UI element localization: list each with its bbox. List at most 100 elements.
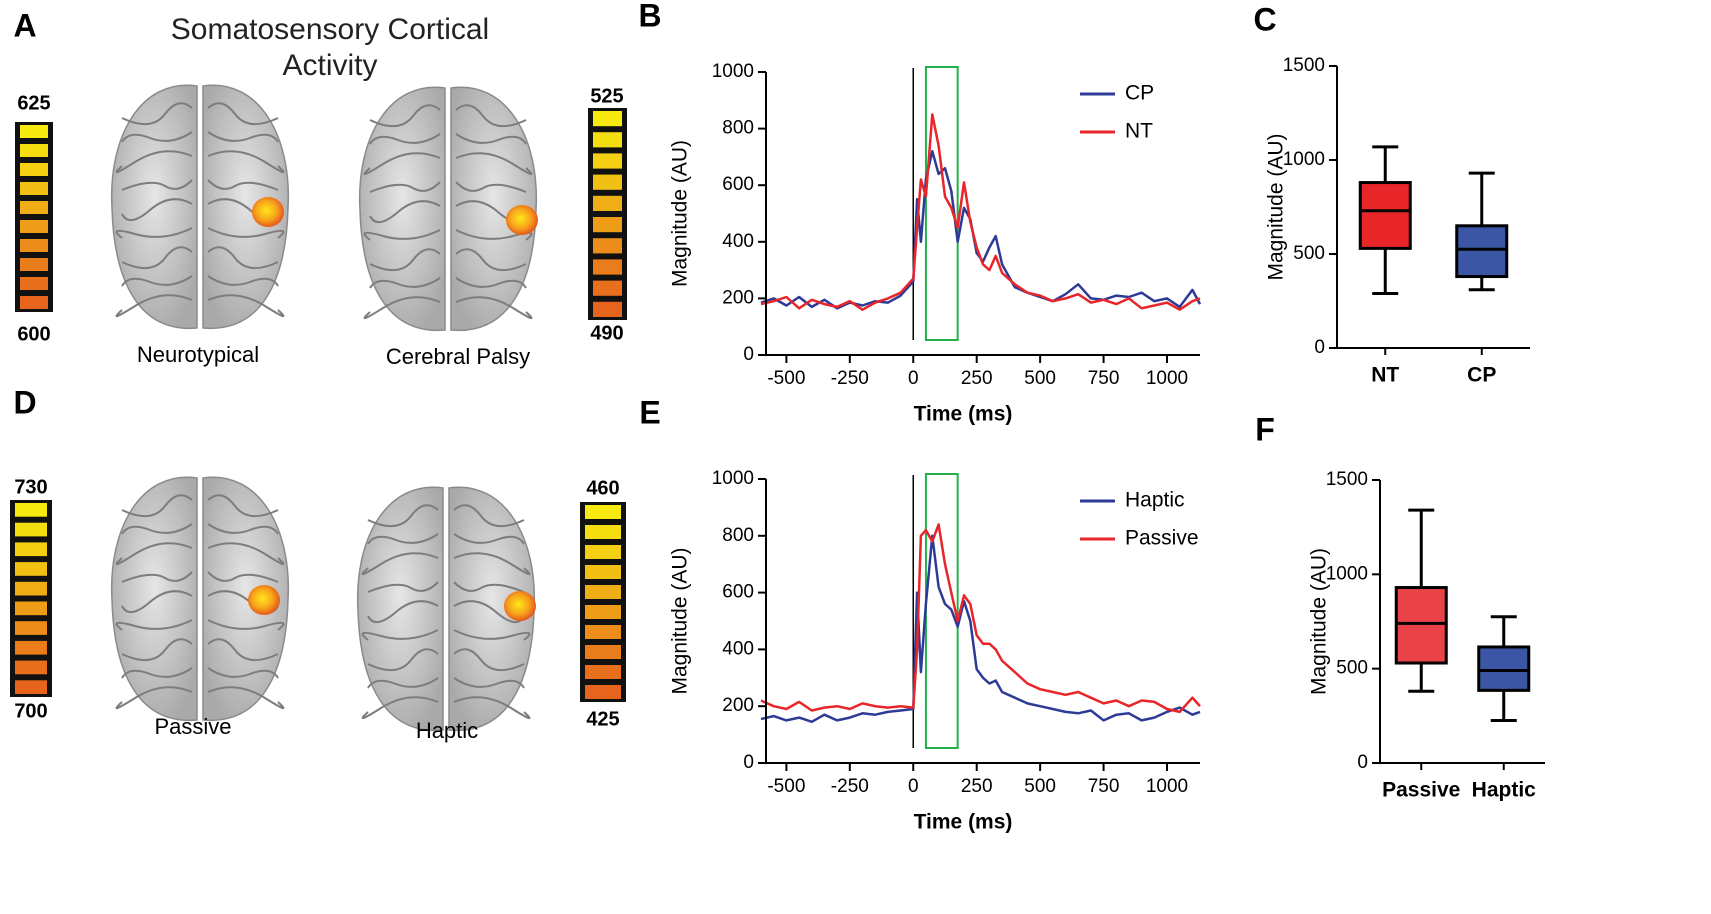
brain-image [110, 84, 290, 329]
colorbar-segment [593, 132, 622, 148]
y-tick-label: 1000 [1283, 149, 1325, 170]
gyrus [453, 552, 531, 575]
colorbar-segment [585, 545, 621, 559]
y-tick-label: 400 [722, 231, 754, 252]
activation-spot [504, 591, 536, 621]
colorbar-segment [15, 581, 47, 596]
gyrus [207, 686, 285, 709]
y-tick-label: 1000 [1326, 563, 1368, 584]
gyrus [363, 229, 441, 241]
colorbar-segment [15, 660, 47, 675]
y-tick-label: 400 [722, 638, 754, 659]
y-tick-label: 0 [1314, 337, 1325, 358]
x-tick-label: CP [1467, 364, 1496, 387]
box [1477, 645, 1531, 692]
gyrus [121, 275, 193, 287]
gyrus [455, 248, 527, 271]
x-tick-label: -500 [767, 368, 805, 389]
gyrus [121, 667, 193, 679]
y-tick-label: 1000 [712, 61, 754, 82]
colorbar-segment [593, 280, 622, 296]
gyrus [207, 294, 285, 317]
gyrus [115, 542, 193, 565]
x-tick-label: 500 [1024, 368, 1056, 389]
activation-spot [252, 197, 284, 227]
gyrus [363, 296, 441, 319]
panel-label: B [638, 0, 661, 33]
gyrus [455, 104, 527, 127]
panel-label: A [13, 7, 36, 43]
gyrus [121, 179, 193, 191]
colorbar-max: 730 [14, 476, 47, 498]
colorbar-segment [585, 505, 621, 519]
y-tick-label: 600 [722, 582, 754, 603]
y-tick-label: 500 [1293, 243, 1325, 264]
panel-label: C [1253, 1, 1276, 37]
x-tick-label: 250 [961, 368, 993, 389]
x-tick-label: -250 [831, 368, 869, 389]
analysis-window [924, 66, 959, 341]
x-tick-label: 1000 [1146, 776, 1188, 797]
gyrus [453, 600, 525, 623]
legend-label: Passive [1125, 527, 1199, 550]
legend-label: NT [1125, 120, 1153, 143]
gyrus [207, 227, 285, 239]
gyrus [207, 619, 285, 631]
gyrus [369, 200, 441, 223]
colorbar-min: 600 [17, 323, 50, 345]
colorbar-segment [20, 144, 48, 157]
figure-title: Somatosensory Cortical Activity [170, 13, 490, 82]
gyrus [455, 229, 533, 241]
gyrus [367, 677, 439, 689]
panel-label: F [1255, 411, 1275, 447]
colorbar-segment [593, 259, 622, 275]
box [1358, 181, 1412, 250]
gyrus [455, 152, 533, 175]
y-tick-label: 0 [743, 344, 754, 365]
colorbar-segment [593, 195, 622, 211]
gyrus [207, 571, 279, 583]
colorbar-segment [20, 163, 48, 176]
colorbar-min: 700 [14, 700, 47, 722]
colorbar-segment [593, 217, 622, 233]
x-axis-title: Time (ms) [914, 811, 1013, 834]
y-tick-label: 800 [722, 525, 754, 546]
gyrus [115, 150, 193, 173]
gyrus [121, 523, 193, 535]
gyrus [207, 542, 285, 565]
x-tick-label: 500 [1024, 776, 1056, 797]
gyrus [369, 277, 441, 289]
gyrus [207, 179, 279, 191]
colorbar-segment [593, 238, 622, 254]
colorbar-segment [585, 525, 621, 539]
x-tick-label: -500 [767, 776, 805, 797]
x-tick-label: 750 [1088, 776, 1120, 797]
gyrus [363, 152, 441, 175]
colorbar-segment [15, 503, 47, 517]
gyrus [121, 494, 193, 517]
gyrus [369, 133, 441, 145]
gyrus [453, 677, 525, 689]
gyrus [367, 533, 439, 545]
gyrus [115, 227, 193, 239]
data-line [760, 149, 1202, 310]
gyrus [121, 246, 193, 269]
colorbar-segment [15, 621, 47, 635]
colorbar-segment [20, 296, 48, 309]
y-tick-label: 200 [722, 287, 754, 308]
y-tick-label: 0 [743, 752, 754, 773]
gyrus [115, 619, 193, 631]
colorbar-segment [585, 665, 621, 679]
colorbar-segment [585, 585, 621, 599]
gyrus [207, 638, 279, 661]
gyrus [369, 181, 441, 193]
colorbar-segment [593, 153, 622, 169]
gyrus [121, 131, 193, 143]
y-tick-label: 800 [722, 118, 754, 139]
colorbar-segment [593, 174, 622, 190]
y-tick-label: 1500 [1283, 55, 1325, 76]
colorbar-segment [585, 605, 621, 619]
gyrus [115, 294, 193, 317]
